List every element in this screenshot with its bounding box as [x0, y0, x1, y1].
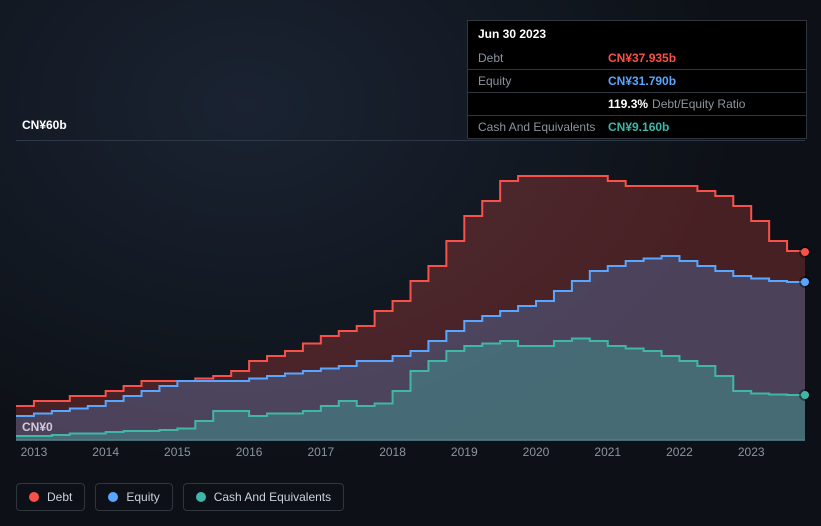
y-axis-top-label: CN¥60b: [22, 118, 67, 132]
tooltip-ratio-spacer: [478, 97, 608, 111]
tooltip-cash-label: Cash And Equivalents: [478, 120, 608, 134]
x-tick-label: 2013: [21, 445, 48, 459]
x-tick-label: 2016: [236, 445, 263, 459]
legend-item-debt[interactable]: Debt: [16, 483, 85, 511]
chart-svg: [16, 141, 805, 441]
x-tick-label: 2021: [594, 445, 621, 459]
tooltip-row-cash: Cash And Equivalents CN¥9.160b: [468, 116, 806, 138]
debt-equity-chart[interactable]: CN¥60b CN¥0 2013201420152016201720182019…: [16, 120, 805, 480]
plot-area[interactable]: [16, 140, 805, 440]
legend-item-cash[interactable]: Cash And Equivalents: [183, 483, 344, 511]
legend-label-debt: Debt: [47, 490, 72, 504]
chart-tooltip: Jun 30 2023 Debt CN¥37.935b Equity CN¥31…: [467, 20, 807, 139]
end-marker-equity: [801, 278, 809, 286]
legend-label-cash: Cash And Equivalents: [214, 490, 331, 504]
tooltip-debt-value: CN¥37.935b: [608, 51, 676, 65]
tooltip-row-debt: Debt CN¥37.935b: [468, 47, 806, 70]
x-tick-label: 2023: [738, 445, 765, 459]
x-tick-label: 2022: [666, 445, 693, 459]
legend-dot-cash: [196, 492, 206, 502]
x-tick-label: 2020: [523, 445, 550, 459]
tooltip-equity-value: CN¥31.790b: [608, 74, 676, 88]
x-tick-label: 2018: [379, 445, 406, 459]
x-tick-label: 2017: [307, 445, 334, 459]
tooltip-row-equity: Equity CN¥31.790b: [468, 70, 806, 93]
x-axis-ticks: 2013 2014 2015 2016 2017 2018 2019 2020 2021 2022…: [16, 445, 805, 465]
chart-legend: Debt Equity Cash And Equivalents: [16, 483, 344, 511]
legend-item-equity[interactable]: Equity: [95, 483, 172, 511]
tooltip-ratio-value: 119.3%Debt/Equity Ratio: [608, 97, 745, 111]
x-tick-label: 2019: [451, 445, 478, 459]
x-tick-label: 2015: [164, 445, 191, 459]
end-marker-debt: [801, 248, 809, 256]
legend-label-equity: Equity: [126, 490, 159, 504]
x-tick-label: 2014: [92, 445, 119, 459]
tooltip-date: Jun 30 2023: [468, 21, 806, 47]
tooltip-debt-label: Debt: [478, 51, 608, 65]
tooltip-equity-label: Equity: [478, 74, 608, 88]
tooltip-row-ratio: 119.3%Debt/Equity Ratio: [468, 93, 806, 116]
legend-dot-equity: [108, 492, 118, 502]
tooltip-cash-value: CN¥9.160b: [608, 120, 669, 134]
legend-dot-debt: [29, 492, 39, 502]
end-marker-cash: [801, 391, 809, 399]
